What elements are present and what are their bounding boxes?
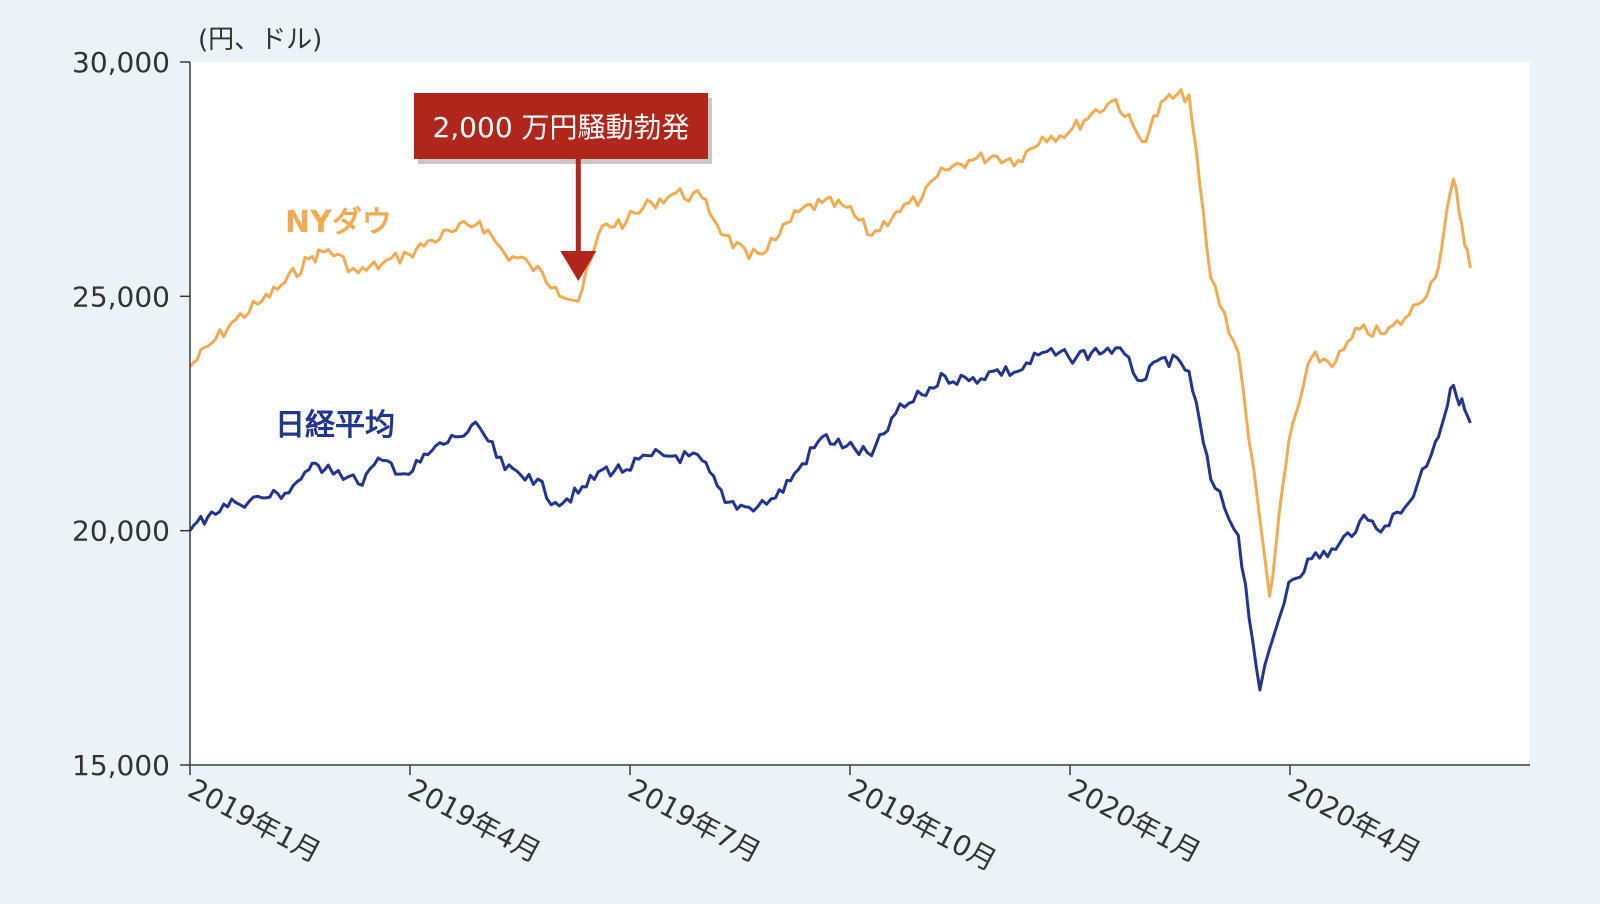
x-tick-label: 2019年7月 xyxy=(623,772,767,869)
y-tick-label: 20,000 xyxy=(72,515,170,548)
x-tick-label: 2020年1月 xyxy=(1063,772,1207,869)
y-tick-label: 30,000 xyxy=(72,46,170,79)
series-label-nikkei: 日経平均 xyxy=(275,408,395,443)
series-line-ny-dow xyxy=(188,88,1472,598)
annotation-box xyxy=(414,93,708,159)
x-tick-label: 2019年1月 xyxy=(183,772,327,869)
y-tick-label: 25,000 xyxy=(72,280,170,313)
plot-area xyxy=(190,62,1530,765)
series-layer xyxy=(188,88,1472,692)
unit-label: (円、ドル) xyxy=(198,25,322,55)
series-line-nikkei xyxy=(188,346,1472,692)
x-tick-label: 2019年10月 xyxy=(843,772,1002,878)
annotation: 2,000 万円騒動勃発 xyxy=(414,93,712,282)
y-tick-label: 15,000 xyxy=(72,749,170,782)
x-tick-label: 2020年4月 xyxy=(1283,772,1427,869)
axis-layer xyxy=(189,62,1530,766)
series-label-ny-dow: NYダウ xyxy=(285,205,392,240)
x-ticks: 2019年1月 2019年4月 2019年7月 2019年10月 2020年1月 2020… xyxy=(183,765,1427,878)
annotation-arrow-head xyxy=(560,251,597,282)
y-ticks: 30,000 25,000 20,000 15,000 xyxy=(72,46,190,782)
x-tick-label: 2019年4月 xyxy=(403,772,547,869)
annotation-text: 2,000 万円騒動勃発 xyxy=(432,111,689,144)
